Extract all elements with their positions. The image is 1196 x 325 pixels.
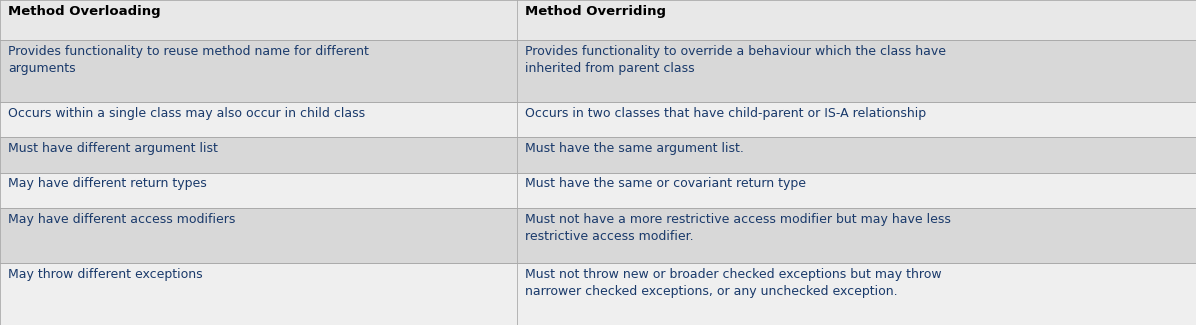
Text: Provides functionality to override a behaviour which the class have
inherited fr: Provides functionality to override a beh… bbox=[525, 45, 946, 75]
Text: Must have the same argument list.: Must have the same argument list. bbox=[525, 142, 744, 155]
Text: Occurs in two classes that have child-parent or IS-A relationship: Occurs in two classes that have child-pa… bbox=[525, 107, 926, 120]
Text: May throw different exceptions: May throw different exceptions bbox=[8, 268, 203, 281]
Text: Must have the same or covariant return type: Must have the same or covariant return t… bbox=[525, 177, 806, 190]
Bar bbox=[0, 208, 517, 263]
Bar bbox=[0, 40, 517, 102]
Bar bbox=[0, 173, 517, 208]
Text: Must have different argument list: Must have different argument list bbox=[8, 142, 218, 155]
Bar bbox=[0, 263, 517, 325]
Bar bbox=[517, 263, 1196, 325]
Text: May have different access modifiers: May have different access modifiers bbox=[8, 213, 236, 226]
Bar bbox=[0, 102, 517, 137]
Text: Provides functionality to reuse method name for different
arguments: Provides functionality to reuse method n… bbox=[8, 45, 370, 75]
Bar bbox=[517, 208, 1196, 263]
Bar bbox=[517, 0, 1196, 40]
Text: Occurs within a single class may also occur in child class: Occurs within a single class may also oc… bbox=[8, 107, 366, 120]
Bar bbox=[0, 0, 517, 40]
Bar bbox=[517, 40, 1196, 102]
Bar bbox=[517, 173, 1196, 208]
Text: Must not have a more restrictive access modifier but may have less
restrictive a: Must not have a more restrictive access … bbox=[525, 213, 951, 242]
Bar bbox=[517, 137, 1196, 173]
Bar bbox=[517, 102, 1196, 137]
Text: May have different return types: May have different return types bbox=[8, 177, 207, 190]
Bar bbox=[0, 137, 517, 173]
Text: Must not throw new or broader checked exceptions but may throw
narrower checked : Must not throw new or broader checked ex… bbox=[525, 268, 941, 298]
Text: Method Overriding: Method Overriding bbox=[525, 5, 666, 18]
Text: Method Overloading: Method Overloading bbox=[8, 5, 161, 18]
